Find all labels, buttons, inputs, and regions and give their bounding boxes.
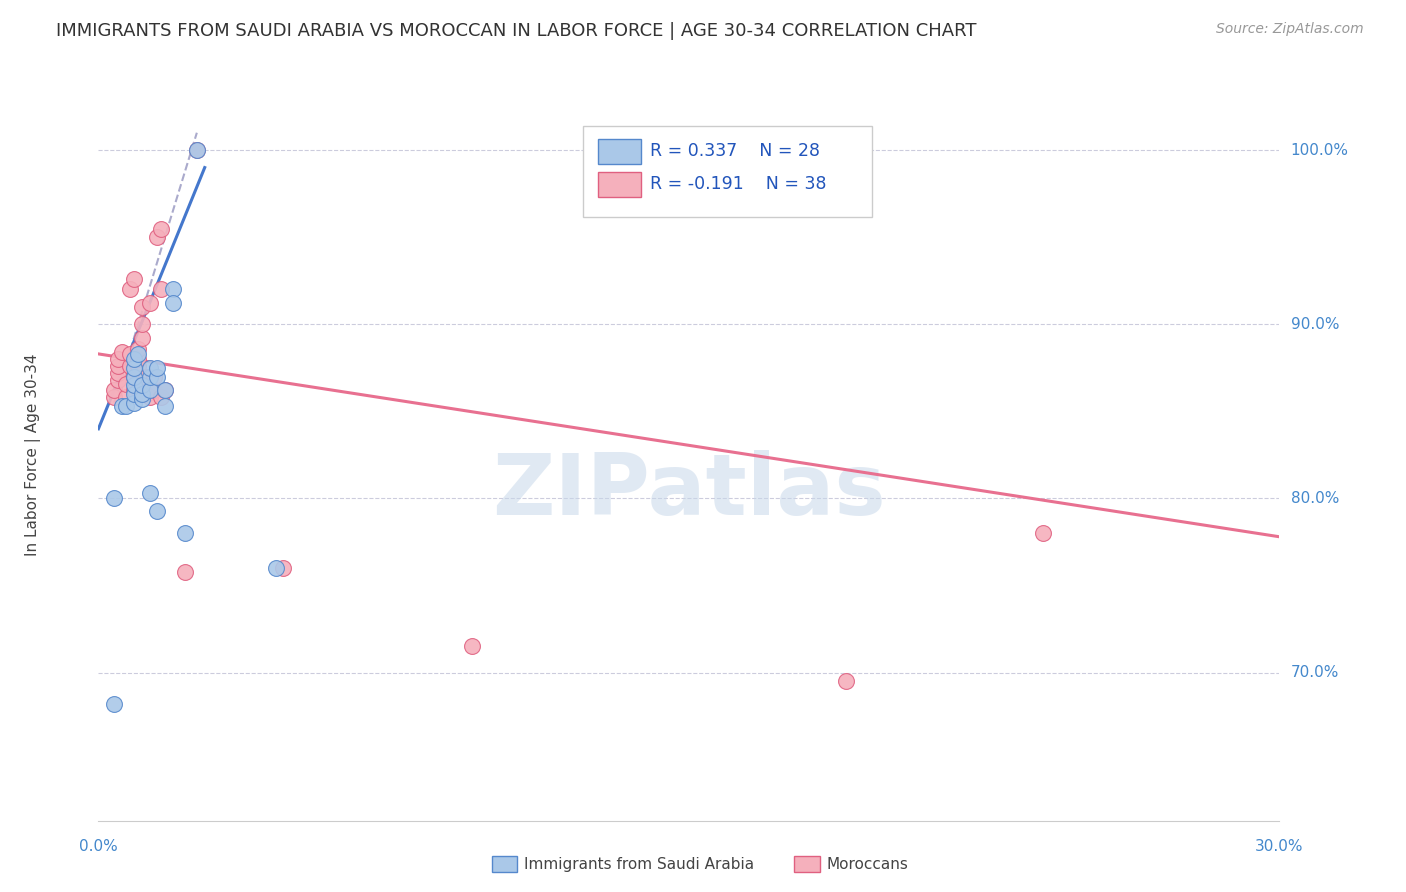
Point bbox=[138, 384, 160, 398]
Point bbox=[186, 143, 208, 157]
Point bbox=[127, 359, 149, 373]
Point bbox=[146, 360, 169, 375]
Text: Immigrants from Saudi Arabia: Immigrants from Saudi Arabia bbox=[524, 857, 755, 871]
Point bbox=[122, 395, 145, 409]
Point bbox=[461, 640, 484, 654]
Point bbox=[107, 352, 129, 367]
Point bbox=[103, 697, 125, 711]
Point bbox=[146, 503, 169, 517]
Point bbox=[138, 369, 160, 384]
Point bbox=[111, 399, 134, 413]
Point bbox=[264, 561, 287, 575]
Point bbox=[138, 296, 160, 310]
Point bbox=[118, 283, 141, 297]
Point bbox=[150, 221, 173, 235]
FancyBboxPatch shape bbox=[582, 126, 872, 218]
Point bbox=[122, 352, 145, 367]
Point bbox=[835, 674, 858, 689]
Point bbox=[122, 384, 145, 398]
Point bbox=[155, 384, 177, 398]
Point bbox=[146, 230, 169, 244]
Text: R = -0.191    N = 38: R = -0.191 N = 38 bbox=[650, 176, 827, 194]
Point bbox=[122, 272, 145, 286]
Point bbox=[103, 491, 125, 506]
Point bbox=[122, 369, 145, 384]
FancyBboxPatch shape bbox=[598, 139, 641, 164]
FancyBboxPatch shape bbox=[598, 172, 641, 197]
Point bbox=[103, 391, 125, 405]
Point bbox=[118, 347, 141, 361]
Point bbox=[138, 360, 160, 375]
Point bbox=[162, 296, 184, 310]
Point bbox=[150, 391, 173, 405]
Point bbox=[122, 369, 145, 384]
Point bbox=[122, 387, 145, 401]
Text: R = 0.337    N = 28: R = 0.337 N = 28 bbox=[650, 143, 820, 161]
Point bbox=[142, 384, 165, 398]
Text: 0.0%: 0.0% bbox=[79, 838, 118, 854]
Text: 90.0%: 90.0% bbox=[1291, 317, 1339, 332]
Point bbox=[162, 283, 184, 297]
Point bbox=[131, 331, 153, 345]
Point bbox=[127, 347, 149, 361]
Point bbox=[122, 378, 145, 392]
Point bbox=[122, 360, 145, 375]
Text: 100.0%: 100.0% bbox=[1291, 143, 1348, 158]
Text: 30.0%: 30.0% bbox=[1256, 838, 1303, 854]
Point bbox=[174, 526, 197, 541]
Point bbox=[127, 352, 149, 367]
Point bbox=[142, 369, 165, 384]
Point bbox=[131, 300, 153, 314]
Point bbox=[107, 359, 129, 373]
Point bbox=[107, 366, 129, 380]
Point bbox=[111, 345, 134, 359]
Point bbox=[146, 369, 169, 384]
Point bbox=[131, 392, 153, 407]
Point bbox=[155, 384, 177, 398]
Point bbox=[1032, 526, 1054, 541]
Point bbox=[150, 283, 173, 297]
Point bbox=[135, 387, 157, 401]
Point bbox=[115, 399, 138, 413]
Point bbox=[186, 143, 208, 157]
Point bbox=[131, 387, 153, 401]
Text: Source: ZipAtlas.com: Source: ZipAtlas.com bbox=[1216, 22, 1364, 37]
Point bbox=[135, 369, 157, 384]
Point bbox=[138, 486, 160, 500]
Point bbox=[138, 391, 160, 405]
Point bbox=[131, 318, 153, 332]
Point bbox=[115, 376, 138, 391]
Text: In Labor Force | Age 30-34: In Labor Force | Age 30-34 bbox=[25, 353, 41, 557]
Point bbox=[174, 565, 197, 579]
Point bbox=[273, 561, 295, 575]
Point bbox=[115, 391, 138, 405]
Point bbox=[103, 384, 125, 398]
Text: 80.0%: 80.0% bbox=[1291, 491, 1339, 506]
Text: Moroccans: Moroccans bbox=[827, 857, 908, 871]
Point bbox=[155, 399, 177, 413]
Point bbox=[107, 373, 129, 387]
Point bbox=[118, 359, 141, 373]
Text: IMMIGRANTS FROM SAUDI ARABIA VS MOROCCAN IN LABOR FORCE | AGE 30-34 CORRELATION : IMMIGRANTS FROM SAUDI ARABIA VS MOROCCAN… bbox=[56, 22, 977, 40]
Text: 70.0%: 70.0% bbox=[1291, 665, 1339, 680]
Point bbox=[131, 378, 153, 392]
Point bbox=[127, 342, 149, 356]
Text: ZIPatlas: ZIPatlas bbox=[492, 450, 886, 533]
